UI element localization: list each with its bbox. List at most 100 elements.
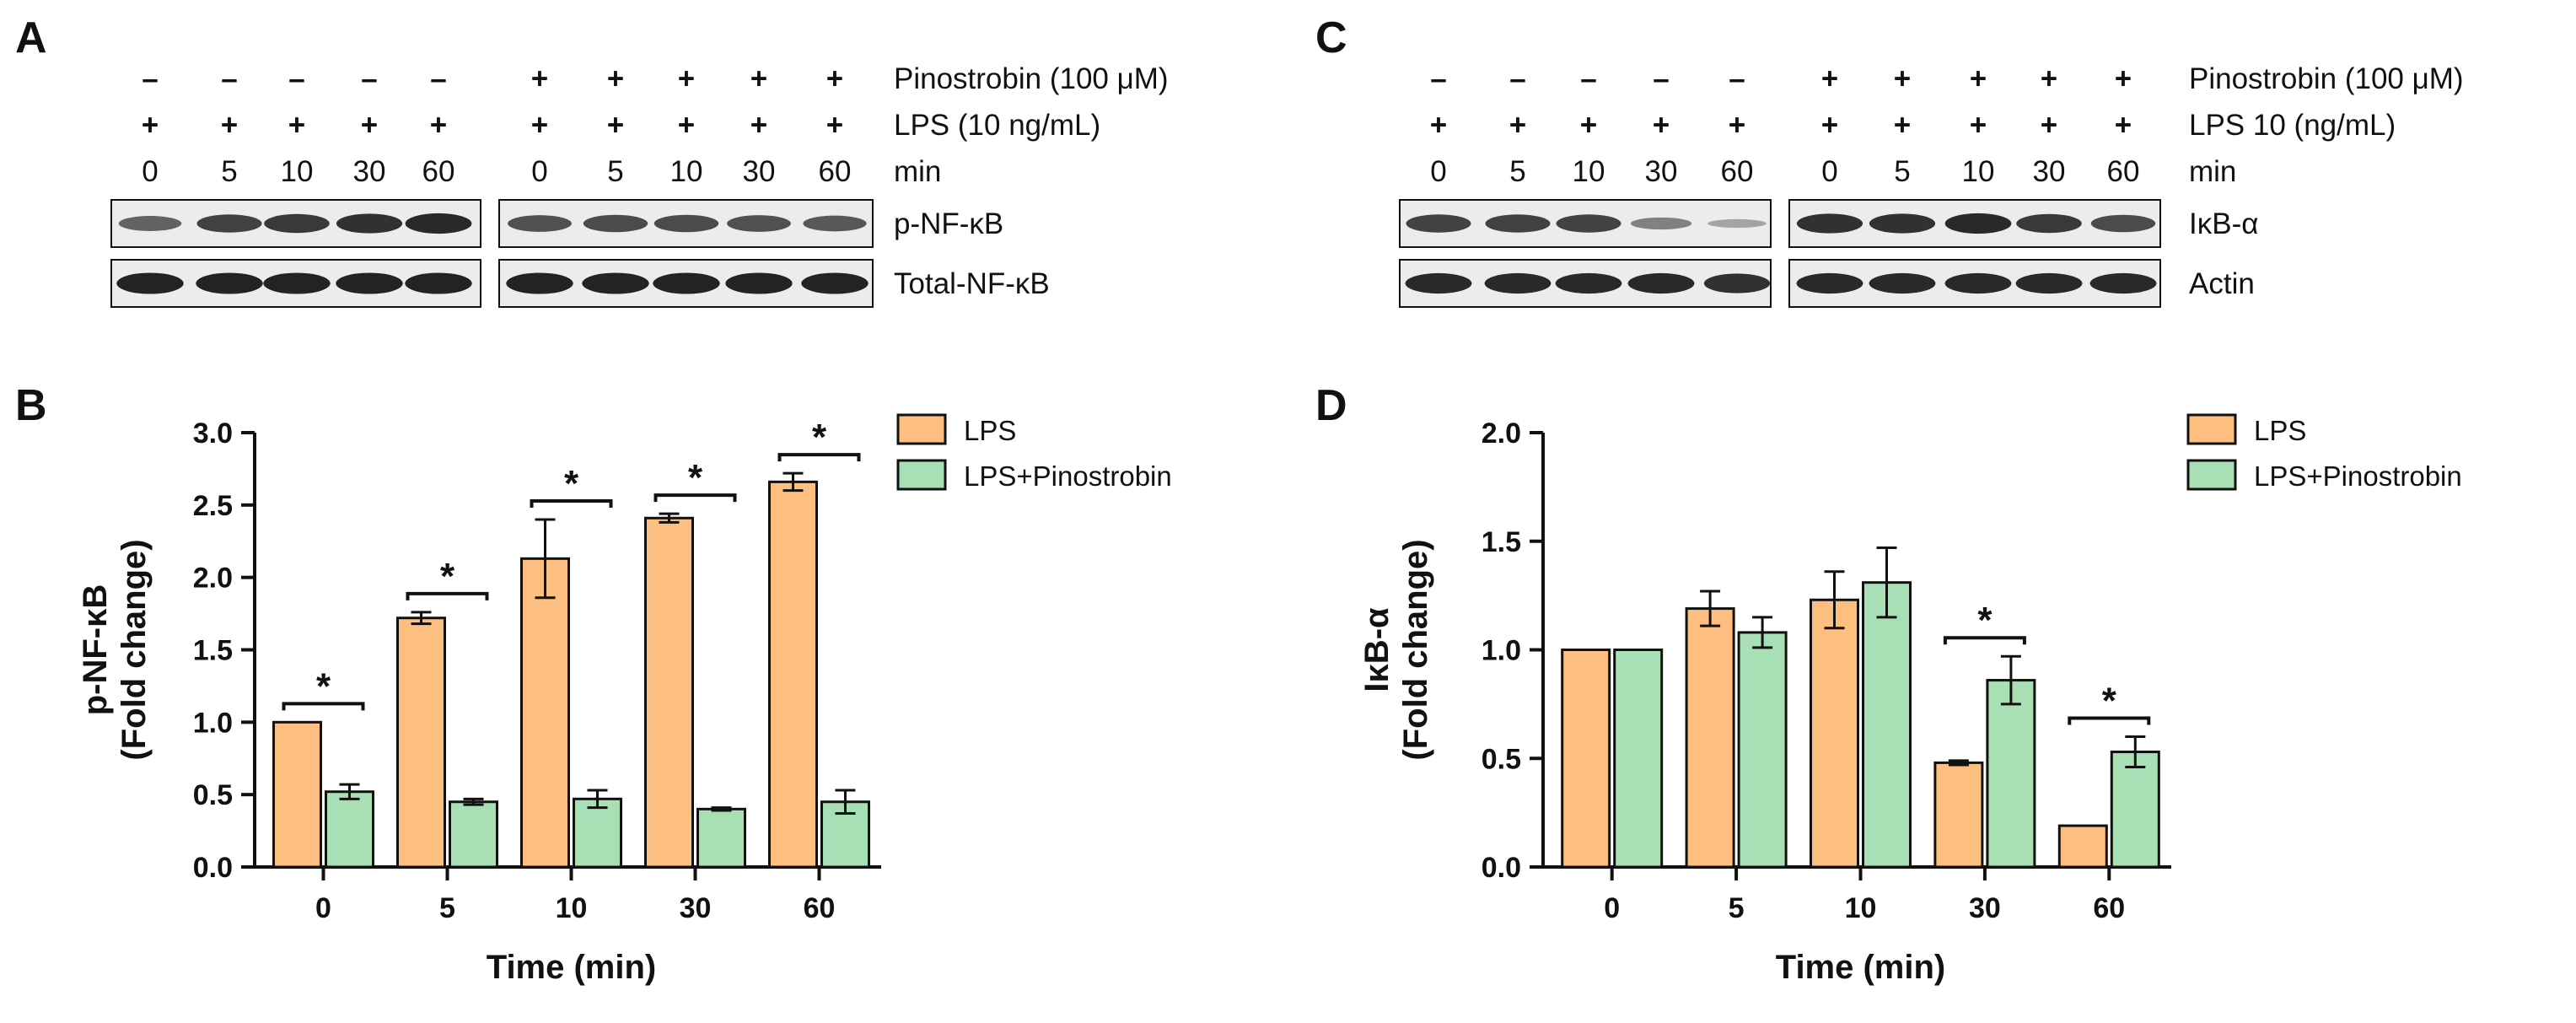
chart-d-x-tick-label-30: 30 bbox=[1969, 892, 2001, 924]
western-c-lps-lane-9: + bbox=[2041, 109, 2057, 142]
western-c-blot-1-band-1 bbox=[1406, 214, 1471, 233]
western-a-blot-2-band-1 bbox=[116, 272, 184, 294]
western-c-blot-1-band-3 bbox=[1556, 214, 1621, 233]
western-a-lps-lane-5: + bbox=[430, 109, 447, 142]
chart-d-x-axis-title: Time (min) bbox=[1776, 949, 1946, 986]
western-a-lps-label: LPS (10 ng/mL) bbox=[894, 109, 1100, 142]
western-a-lps-lane-2: + bbox=[221, 109, 238, 142]
chart-b-y-tick-label-4: 2.0 bbox=[193, 563, 233, 595]
western-c-lps-lane-10: + bbox=[2115, 109, 2132, 142]
chart-b-y-tick-label-3: 1.5 bbox=[193, 635, 233, 667]
western-a-blot-1-band-6 bbox=[508, 215, 572, 232]
western-a-lps-lane-1: + bbox=[142, 109, 159, 142]
western-c-blot-1-band-6 bbox=[1796, 213, 1863, 234]
western-a-time-lane-2: 5 bbox=[221, 155, 237, 188]
western-a-pinostrobin-lane-10: + bbox=[826, 62, 843, 95]
chart-d-x-tick-label-5: 5 bbox=[1729, 892, 1745, 924]
chart-b-x-tick-label-30: 30 bbox=[680, 892, 712, 924]
chart-d-bar-lps-pino-10 bbox=[1862, 581, 1912, 869]
western-c-time-lane-7: 5 bbox=[1894, 155, 1910, 188]
chart-b-bar-lps-pino-10 bbox=[573, 797, 622, 869]
chart-b-legend-label-lps: LPS bbox=[964, 415, 1016, 446]
western-c-blot-2-band-9 bbox=[2015, 272, 2083, 294]
western-c-lps-lane-1: + bbox=[1430, 109, 1447, 142]
western-c-pinostrobin-lane-3: – bbox=[1580, 62, 1596, 95]
western-c-pinostrobin-label: Pinostrobin (100 μM) bbox=[2189, 62, 2464, 95]
western-a-time-lane-10: 60 bbox=[819, 155, 852, 188]
western-c-lps-lane-7: + bbox=[1894, 109, 1911, 142]
western-c-pinostrobin-lane-1: – bbox=[1430, 62, 1446, 95]
western-a-blot-2-label: Total-NF-κB bbox=[894, 267, 1050, 300]
western-a-lps-lane-6: + bbox=[531, 109, 548, 142]
chart-b-legend-swatch-lps bbox=[896, 413, 947, 445]
chart-b-bar-lps-pino-30 bbox=[696, 807, 746, 869]
western-a-blot-2-band-9 bbox=[725, 272, 793, 294]
chart-d-sig-bracket-30 bbox=[1943, 636, 2026, 645]
western-c-blot-1-band-5 bbox=[1707, 218, 1767, 229]
western-a-blot-2-band-10 bbox=[801, 272, 869, 294]
western-a-time-lane-4: 30 bbox=[353, 155, 386, 188]
western-a-blot-1-band-4 bbox=[336, 213, 403, 234]
chart-b-bar-lps-30 bbox=[644, 516, 694, 869]
chart-d-y-tick-label-3: 1.5 bbox=[1482, 526, 1521, 558]
chart-d-bar-lps-0 bbox=[1561, 649, 1611, 869]
chart-d-bar-lps-5 bbox=[1685, 607, 1735, 869]
chart-d-sig-bracket-60 bbox=[2068, 716, 2151, 725]
western-a-time-lane-9: 30 bbox=[743, 155, 776, 188]
western-a-pinostrobin-lane-2: – bbox=[221, 62, 237, 95]
chart-b-bar-lps-10 bbox=[520, 557, 570, 869]
western-c-pinostrobin-lane-9: + bbox=[2041, 62, 2057, 95]
western-a-lps-lane-8: + bbox=[678, 109, 695, 142]
western-c-lps-lane-4: + bbox=[1653, 109, 1670, 142]
western-c-blot-2-band-8 bbox=[1944, 272, 2012, 294]
chart-d-y-tick-label-0: 0.0 bbox=[1482, 852, 1521, 884]
western-c-pinostrobin-lane-5: – bbox=[1729, 62, 1745, 95]
western-c-blot-1-band-7 bbox=[1869, 213, 1936, 234]
chart-d-bar-lps-60 bbox=[2057, 824, 2108, 869]
panel-label-d: D bbox=[1315, 381, 1347, 430]
chart-b-sig-bracket-10 bbox=[530, 499, 613, 508]
chart-d-legend-swatch-lps bbox=[2186, 413, 2237, 445]
western-c-time-label: min bbox=[2189, 155, 2236, 188]
western-c-pinostrobin-lane-8: + bbox=[1970, 62, 1987, 95]
chart-b-bar-lps-5 bbox=[396, 616, 446, 869]
western-c-lps-lane-5: + bbox=[1729, 109, 1745, 142]
chart-b-y-axis-title: p-NF-κB(Fold change) bbox=[77, 539, 153, 760]
chart-b-bar-lps-pino-0 bbox=[325, 790, 374, 869]
western-c-blot-2-band-10 bbox=[2089, 272, 2157, 294]
western-a-blot-1-band-7 bbox=[583, 214, 648, 233]
chart-d-y-tick-label-4: 2.0 bbox=[1482, 417, 1521, 450]
chart-b-sig-star-10: * bbox=[564, 463, 579, 504]
western-a-blot-1-band-8 bbox=[653, 214, 719, 233]
chart-d-x-tick-label-0: 0 bbox=[1604, 892, 1620, 924]
western-c-blot-1-band-2 bbox=[1485, 214, 1551, 233]
western-c-lps-lane-8: + bbox=[1970, 109, 1987, 142]
western-a-time-lane-3: 10 bbox=[281, 155, 314, 188]
chart-d-y-tick-label-1: 0.5 bbox=[1482, 743, 1521, 775]
western-a-blot-2-band-5 bbox=[405, 272, 472, 294]
western-c-pinostrobin-lane-4: – bbox=[1653, 62, 1669, 95]
chart-d-legend-label-lps-pino: LPS+Pinostrobin bbox=[2254, 460, 2462, 492]
chart-d-bar-lps-pino-0 bbox=[1613, 649, 1664, 869]
western-c-blot-2-band-3 bbox=[1555, 272, 1622, 294]
chart-d-bar-lps-10 bbox=[1810, 598, 1859, 869]
chart-d-bar-lps-30 bbox=[1933, 761, 1984, 869]
western-a-lps-lane-10: + bbox=[826, 109, 843, 142]
western-c-blot-1-band-4 bbox=[1630, 217, 1692, 230]
western-a-pinostrobin-lane-7: + bbox=[607, 62, 624, 95]
chart-b-legend-swatch-lps-pino bbox=[896, 459, 947, 491]
western-c-pinostrobin-lane-7: + bbox=[1894, 62, 1911, 95]
western-a-blot-1-band-5 bbox=[405, 213, 472, 234]
chart-d-y-axis-title-line-1: IκB-α bbox=[1358, 607, 1396, 692]
chart-d-sig-star-30: * bbox=[1977, 600, 1993, 641]
chart-b-sig-star-60: * bbox=[812, 417, 827, 458]
western-a-blot-1-band-3 bbox=[264, 213, 330, 234]
western-a-pinostrobin-lane-8: + bbox=[678, 62, 695, 95]
western-c-time-lane-4: 30 bbox=[1645, 155, 1678, 188]
chart-d-x-tick-label-60: 60 bbox=[2093, 892, 2125, 924]
western-a-lps-lane-3: + bbox=[288, 109, 305, 142]
western-c-blot-1-band-10 bbox=[2090, 214, 2156, 233]
western-a-lps-lane-4: + bbox=[361, 109, 378, 142]
western-a-time-lane-7: 5 bbox=[607, 155, 623, 188]
